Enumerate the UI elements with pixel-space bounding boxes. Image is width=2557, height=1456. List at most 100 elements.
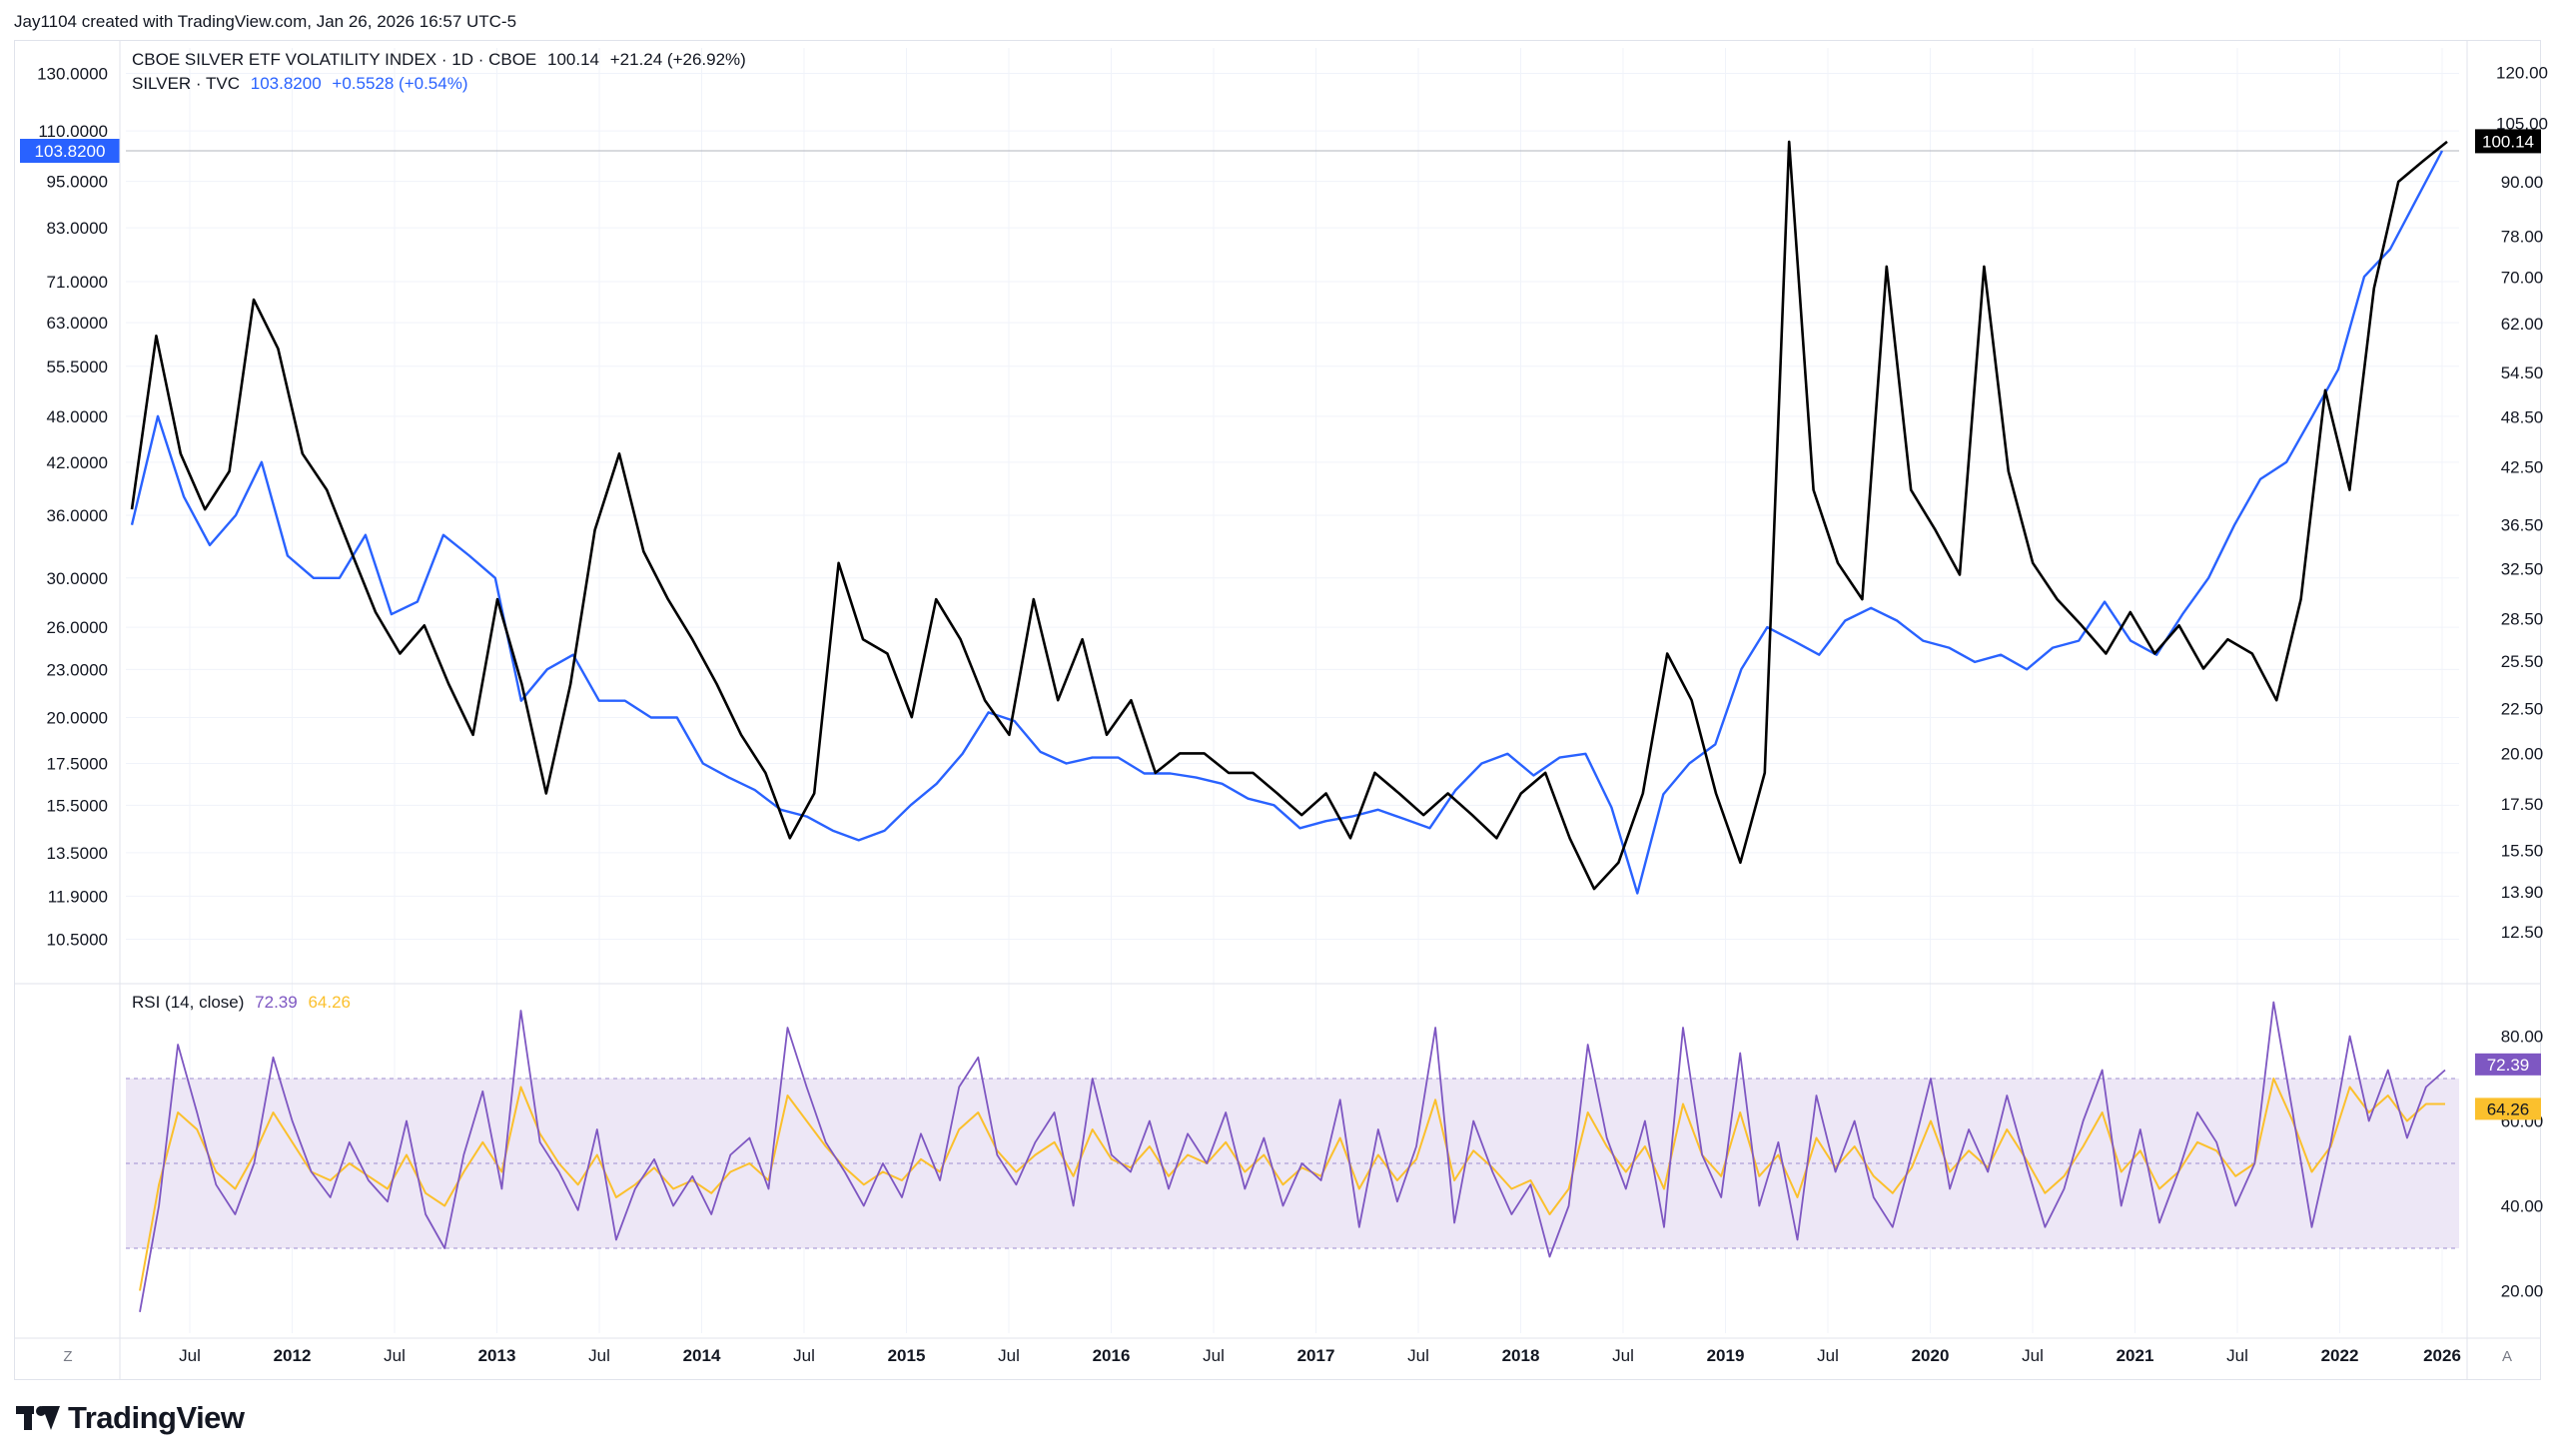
right-axis-tick: 54.50 — [2501, 364, 2544, 382]
rsi-axis-tick: 20.00 — [2501, 1282, 2544, 1301]
time-axis-tick: 2021 — [2117, 1346, 2154, 1365]
time-axis-tick: Jul — [1612, 1346, 1634, 1365]
auto-scale-z-button: Z — [63, 1348, 72, 1365]
rsi-badge-text: 72.39 — [2487, 1056, 2530, 1075]
legend-overlay: SILVER · TVC 103.8200 +0.5528 (+0.54%) — [132, 74, 474, 94]
right-axis-tick: 48.50 — [2501, 407, 2544, 426]
legend-main-change: +21.24 (+26.92%) — [609, 50, 746, 69]
left-axis-tick: 23.0000 — [47, 660, 108, 679]
auto-scale-a-button: A — [2502, 1348, 2512, 1365]
left-axis-tick: 13.5000 — [47, 844, 108, 863]
right-axis-tick: 105.00 — [2496, 114, 2548, 133]
right-axis-tick: 70.00 — [2501, 269, 2544, 288]
tradingview-brand: TradingView — [68, 1400, 245, 1435]
left-axis-tick: 20.0000 — [47, 708, 108, 727]
time-axis-tick: 2022 — [2321, 1346, 2359, 1365]
right-axis-tick: 78.00 — [2501, 227, 2544, 246]
right-axis-tick: 32.50 — [2501, 560, 2544, 579]
left-axis-tick: 15.5000 — [47, 796, 108, 815]
vsi-price-badge — [2475, 129, 2541, 154]
right-axis-tick: 25.50 — [2501, 652, 2544, 671]
time-axis-tick: 2026 — [2423, 1346, 2461, 1365]
left-axis-tick: 63.0000 — [47, 314, 108, 333]
rsi-badge-text: 64.26 — [2487, 1099, 2530, 1118]
time-axis-tick: 2017 — [1297, 1346, 1335, 1365]
time-axis-tick: Jul — [998, 1346, 1020, 1365]
right-axis-tick: 62.00 — [2501, 315, 2544, 334]
time-axis-tick: 2015 — [888, 1346, 926, 1365]
legend-rsi-title: RSI (14, close) — [132, 993, 245, 1012]
tradingview-logo-icon — [16, 1406, 60, 1430]
left-axis-tick: 48.0000 — [47, 407, 108, 426]
right-axis-tick: 90.00 — [2501, 173, 2544, 192]
left-axis-tick: 71.0000 — [47, 273, 108, 292]
time-axis-tick: Jul — [2022, 1346, 2044, 1365]
time-axis-tick: Jul — [179, 1346, 201, 1365]
left-axis-tick: 30.0000 — [47, 569, 108, 588]
legend-main: CBOE SILVER ETF VOLATILITY INDEX · 1D · … — [132, 50, 752, 70]
legend-main-value: 100.14 — [547, 50, 599, 69]
left-axis-tick: 17.5000 — [47, 755, 108, 774]
chart-frame[interactable] — [14, 40, 2541, 1380]
right-axis-tick: 17.50 — [2501, 795, 2544, 814]
right-axis-tick: 120.00 — [2496, 64, 2548, 83]
right-axis-tick: 12.50 — [2501, 923, 2544, 942]
legend-overlay-value: 103.8200 — [250, 74, 322, 93]
time-axis-tick: Jul — [1203, 1346, 1225, 1365]
time-axis-tick: 2020 — [1912, 1346, 1950, 1365]
legend-rsi-ma: 64.26 — [308, 993, 351, 1012]
tradingview-logo[interactable]: TradingView — [16, 1400, 245, 1436]
rsi-badge — [2475, 1097, 2541, 1120]
time-axis-tick: Jul — [1817, 1346, 1839, 1365]
rsi-line — [139, 1001, 2446, 1312]
time-axis-tick: Jul — [1407, 1346, 1429, 1365]
legend-overlay-change: +0.5528 (+0.54%) — [332, 74, 468, 93]
time-axis-tick: Jul — [384, 1346, 406, 1365]
rsi-badge — [2475, 1053, 2541, 1076]
rsi-axis-tick: 40.00 — [2501, 1197, 2544, 1216]
time-axis-tick: Jul — [793, 1346, 815, 1365]
legend-main-title: CBOE SILVER ETF VOLATILITY INDEX · 1D · … — [132, 50, 537, 69]
right-axis-tick: 42.50 — [2501, 458, 2544, 477]
header-credit: Jay1104 created with TradingView.com, Ja… — [14, 12, 517, 31]
time-axis-tick: 2016 — [1093, 1346, 1131, 1365]
rsi-ma-line — [139, 1078, 2445, 1291]
time-axis-tick: 2018 — [1502, 1346, 1540, 1365]
time-axis-tick: 2012 — [274, 1346, 312, 1365]
left-axis-tick: 26.0000 — [47, 618, 108, 637]
time-axis-tick: Jul — [588, 1346, 610, 1365]
rsi-axis-tick: 80.00 — [2501, 1028, 2544, 1047]
price-series — [130, 140, 2448, 895]
time-axis-tick: 2014 — [683, 1346, 721, 1365]
rsi-band — [126, 1078, 2459, 1249]
rsi-series — [139, 1001, 2446, 1312]
left-axis-tick: 11.9000 — [48, 887, 108, 906]
right-axis-tick: 13.90 — [2501, 883, 2544, 902]
left-axis-tick: 42.0000 — [47, 453, 108, 472]
left-axis-tick: 95.0000 — [47, 173, 108, 192]
time-axis-tick: 2013 — [478, 1346, 516, 1365]
silver-price-badge — [20, 139, 120, 164]
left-axis-tick: 110.0000 — [38, 122, 108, 141]
right-axis-tick: 36.50 — [2501, 515, 2544, 534]
vsi-price-badge-text: 100.14 — [2482, 132, 2534, 151]
silver-line — [130, 150, 2444, 895]
right-axis-tick: 28.50 — [2501, 610, 2544, 629]
vsi-line — [130, 140, 2448, 891]
left-axis-tick: 10.5000 — [47, 931, 108, 950]
silver-price-badge-text: 103.8200 — [35, 142, 106, 161]
left-axis-tick: 36.0000 — [47, 506, 108, 525]
right-axis-tick: 22.50 — [2501, 700, 2544, 719]
time-axis-tick: Jul — [2226, 1346, 2248, 1365]
legend-rsi: RSI (14, close) 72.39 64.26 — [132, 993, 357, 1013]
legend-rsi-value: 72.39 — [255, 993, 298, 1012]
left-axis-tick: 130.0000 — [37, 65, 108, 84]
axis-labels: 130.0000 110.0000 95.0000 83.0000 71.0000 63.… — [20, 64, 2548, 1365]
right-axis-tick: 20.00 — [2501, 744, 2544, 763]
legend-overlay-title: SILVER · TVC — [132, 74, 241, 93]
left-axis-tick: 83.0000 — [47, 219, 108, 238]
right-axis-tick: 15.50 — [2501, 841, 2544, 860]
time-axis-tick: 2019 — [1707, 1346, 1745, 1365]
left-axis-tick: 55.5000 — [47, 358, 108, 376]
